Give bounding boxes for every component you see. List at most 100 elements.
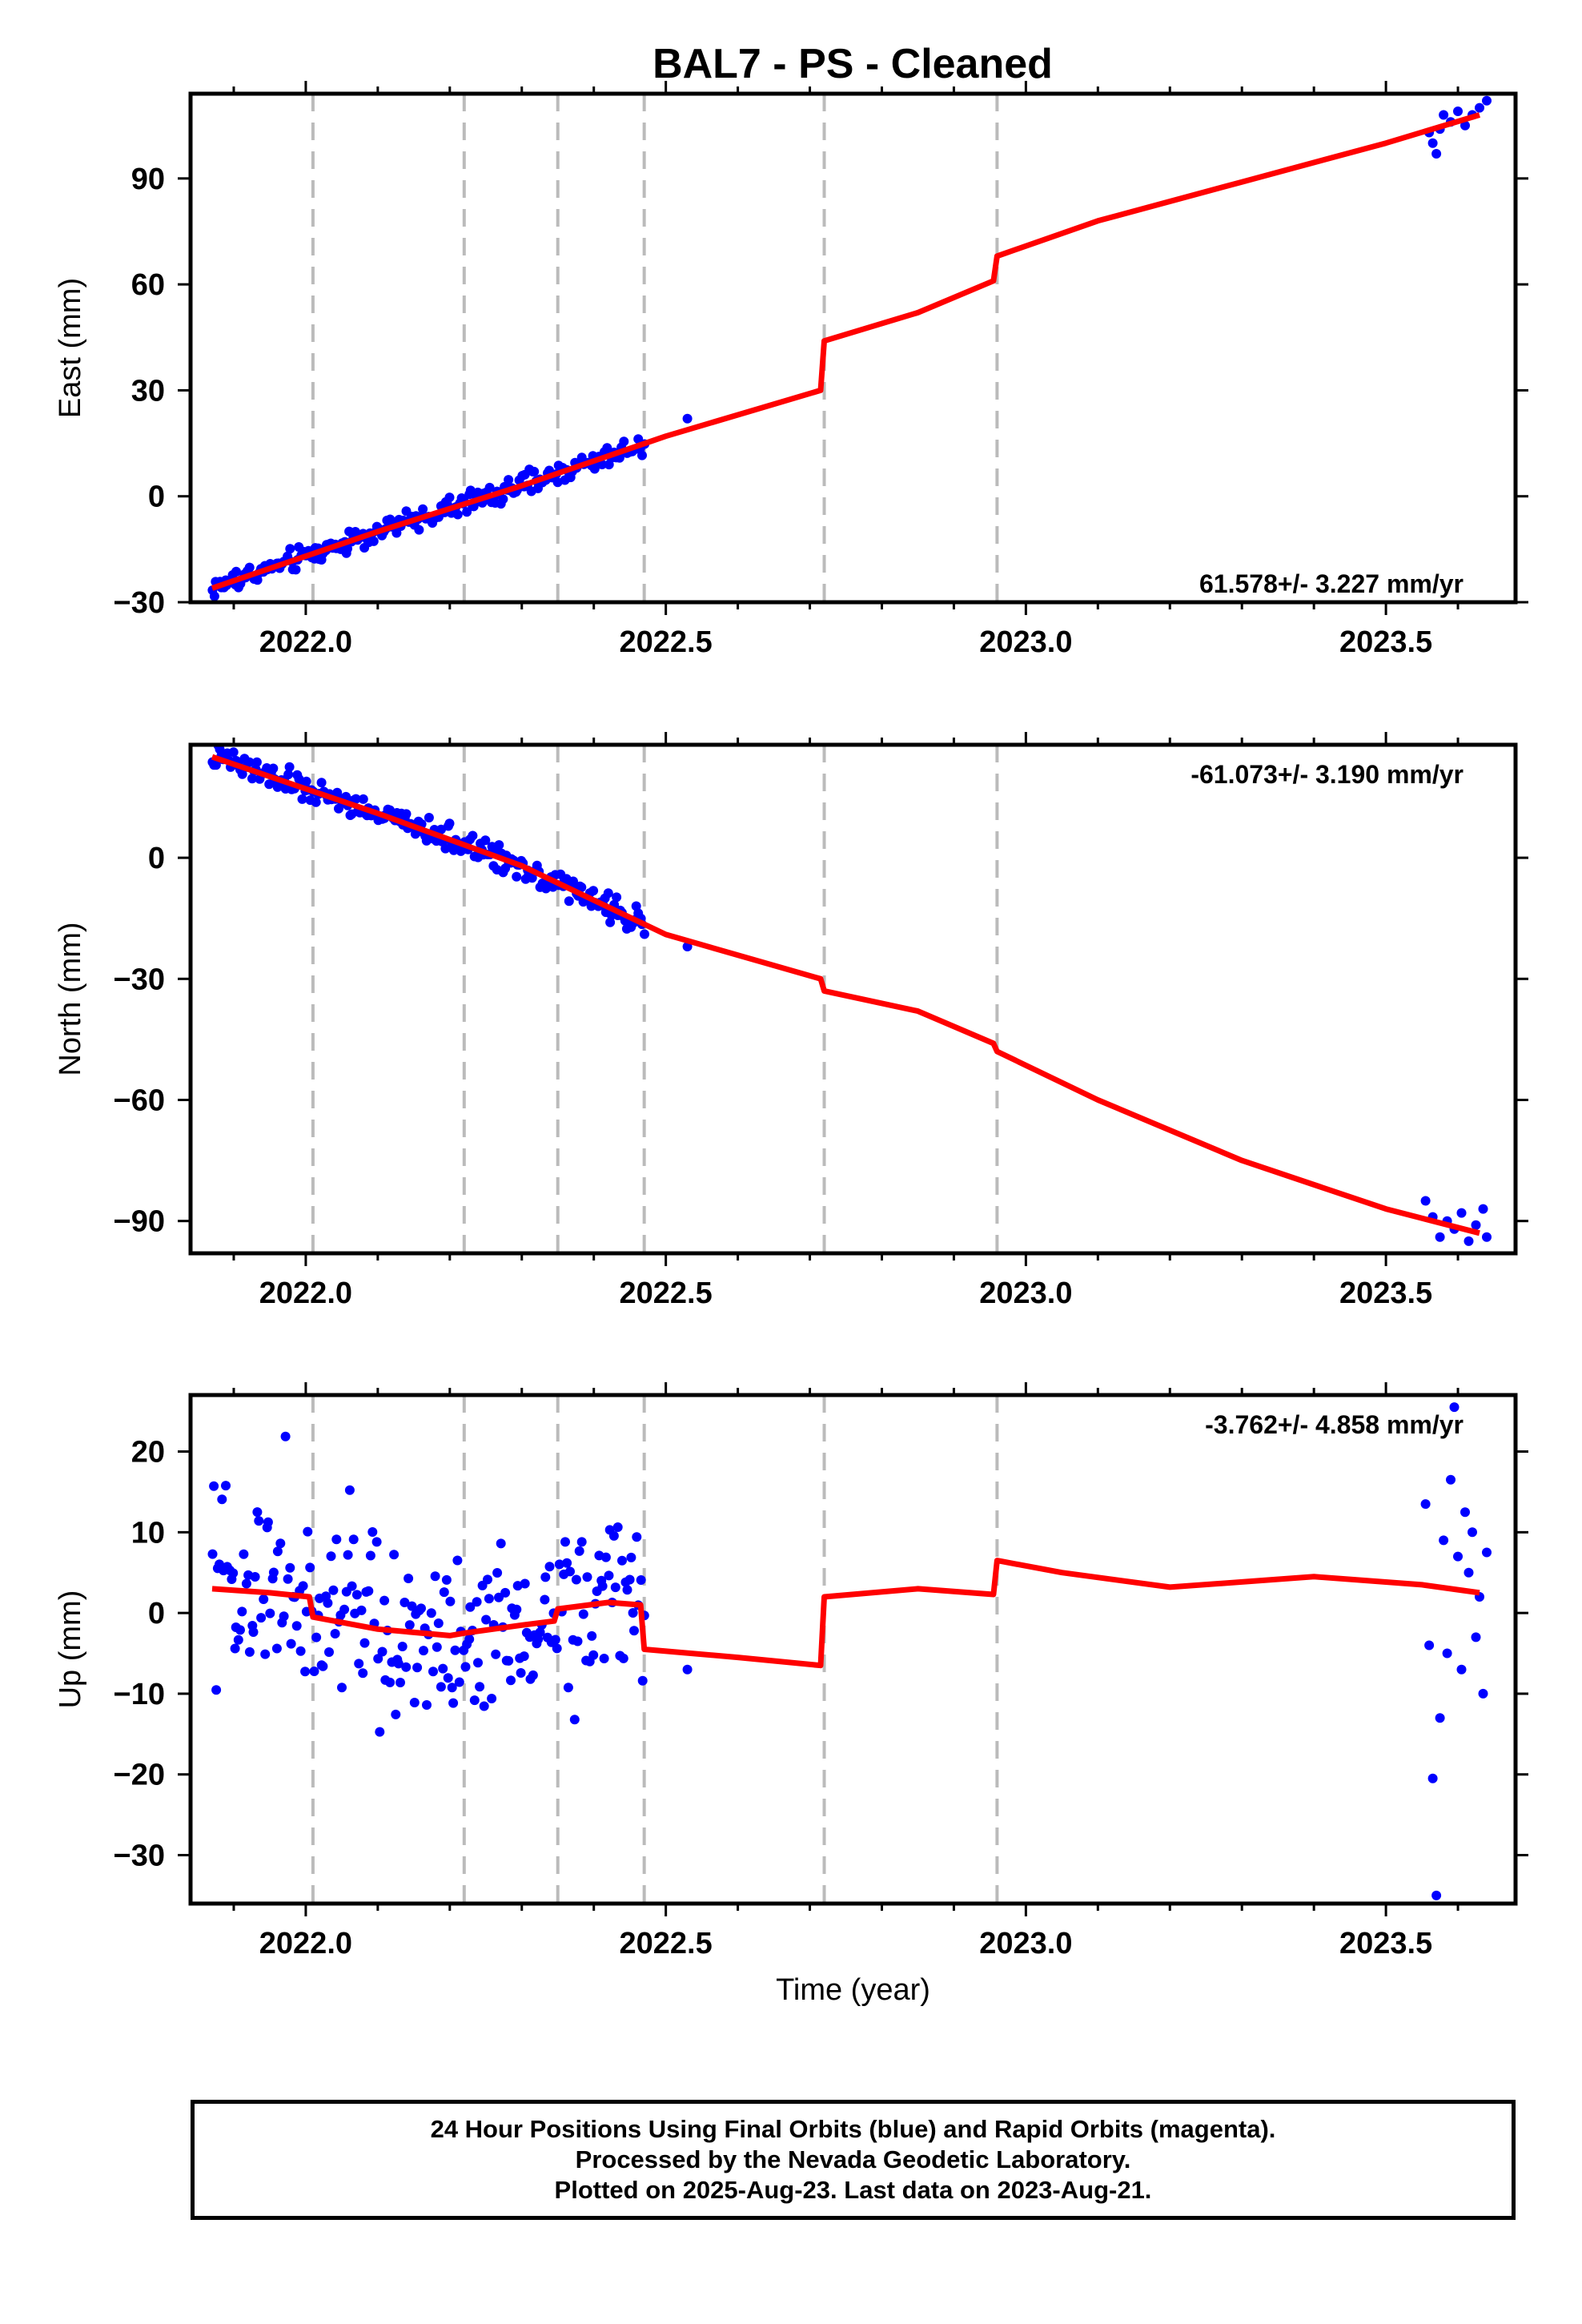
- x-tick-label: 2022.0: [259, 1927, 352, 1960]
- data-point: [602, 443, 612, 453]
- up-panel: 2022.0 2022.5 2023.0 2023.5 −30 −20 −10 0 10 20 Up…: [54, 1382, 1528, 2007]
- data-point: [343, 1550, 353, 1560]
- data-point: [512, 1604, 522, 1614]
- data-point: [475, 1682, 485, 1692]
- data-point: [622, 1585, 632, 1595]
- data-point: [239, 1549, 249, 1559]
- data-point: [331, 1534, 342, 1545]
- data-point: [552, 1643, 562, 1654]
- data-point: [460, 1662, 471, 1672]
- data-point: [512, 1581, 523, 1591]
- data-point: [1427, 1773, 1438, 1783]
- data-point: [554, 1559, 564, 1570]
- y-tick-label: −90: [114, 1205, 165, 1239]
- data-point: [441, 1574, 452, 1585]
- data-point: [389, 1550, 400, 1560]
- data-point: [520, 1578, 530, 1589]
- data-point: [424, 813, 434, 822]
- data-point: [409, 1698, 420, 1707]
- data-point: [359, 1638, 370, 1648]
- data-point: [637, 1675, 648, 1686]
- data-point: [233, 1634, 243, 1645]
- data-point: [682, 413, 693, 424]
- data-point: [483, 1574, 492, 1585]
- data-point: [438, 1663, 448, 1674]
- x-tick-label: 2023.5: [1339, 1277, 1432, 1310]
- data-point: [1449, 1402, 1460, 1413]
- data-point: [608, 1530, 619, 1541]
- data-point: [1442, 1648, 1452, 1659]
- data-point: [401, 809, 412, 819]
- data-point: [354, 1659, 364, 1669]
- data-point: [1468, 1527, 1477, 1538]
- model-fit-line: [211, 754, 1480, 1236]
- data-point: [540, 1572, 551, 1582]
- data-point: [358, 794, 368, 804]
- plot-area: [207, 95, 1492, 601]
- data-point: [254, 1516, 264, 1526]
- data-point: [565, 1566, 575, 1577]
- data-point: [371, 1537, 382, 1547]
- data-point: [404, 1574, 414, 1583]
- data-point: [519, 1651, 529, 1662]
- data-point: [385, 1677, 396, 1687]
- data-point: [396, 1678, 405, 1687]
- data-point: [414, 525, 424, 535]
- data-point: [603, 888, 613, 899]
- data-point: [1439, 1535, 1449, 1546]
- data-point: [578, 1609, 588, 1619]
- data-point: [297, 794, 307, 804]
- data-point: [358, 1668, 368, 1679]
- data-point: [637, 450, 647, 460]
- model-fit-line: [211, 1558, 1480, 1669]
- data-point: [569, 1715, 580, 1725]
- data-point: [626, 1552, 636, 1562]
- data-point: [465, 485, 476, 496]
- data-point: [422, 1700, 432, 1710]
- data-point: [535, 1627, 545, 1638]
- data-point: [469, 1695, 480, 1706]
- data-point: [211, 1685, 222, 1695]
- data-point: [211, 760, 221, 770]
- data-point: [283, 1574, 293, 1584]
- data-point: [1471, 1220, 1481, 1230]
- data-point: [339, 1604, 350, 1614]
- data-point: [351, 794, 361, 804]
- data-point: [295, 1646, 306, 1656]
- data-point: [285, 544, 295, 554]
- data-point: [612, 892, 622, 903]
- data-point: [344, 1485, 355, 1495]
- data-point: [618, 1653, 628, 1663]
- data-point: [484, 1594, 494, 1604]
- data-point: [279, 1611, 289, 1622]
- x-axis-label: Time (year): [776, 1973, 930, 2007]
- data-point: [571, 1574, 581, 1585]
- data-point: [589, 464, 600, 474]
- y-axis-label: Up (mm): [54, 1590, 87, 1709]
- y-tick-label: 10: [131, 1516, 165, 1550]
- data-point: [572, 1636, 583, 1647]
- y-tick-label: −20: [114, 1759, 165, 1792]
- data-point: [271, 1643, 282, 1654]
- data-point: [624, 1574, 635, 1585]
- model-fit-line: [211, 112, 1481, 591]
- data-point: [268, 763, 279, 774]
- data-point: [682, 1664, 693, 1675]
- y-tick-label: 0: [148, 1597, 165, 1630]
- data-point: [588, 886, 599, 896]
- data-point: [1431, 1890, 1442, 1900]
- data-point: [363, 1586, 374, 1596]
- data-point: [250, 1572, 260, 1582]
- data-point: [247, 774, 257, 784]
- data-point: [604, 1570, 614, 1581]
- data-point: [1475, 103, 1484, 113]
- data-point: [433, 1618, 444, 1628]
- data-point: [443, 1673, 453, 1683]
- data-point: [528, 1670, 538, 1680]
- y-tick-label: −30: [114, 1839, 165, 1873]
- data-point: [311, 797, 321, 807]
- y-tick-label: −30: [114, 586, 165, 620]
- data-point: [600, 1552, 611, 1562]
- x-tick-label: 2022.5: [620, 1927, 713, 1960]
- data-point: [393, 1659, 404, 1669]
